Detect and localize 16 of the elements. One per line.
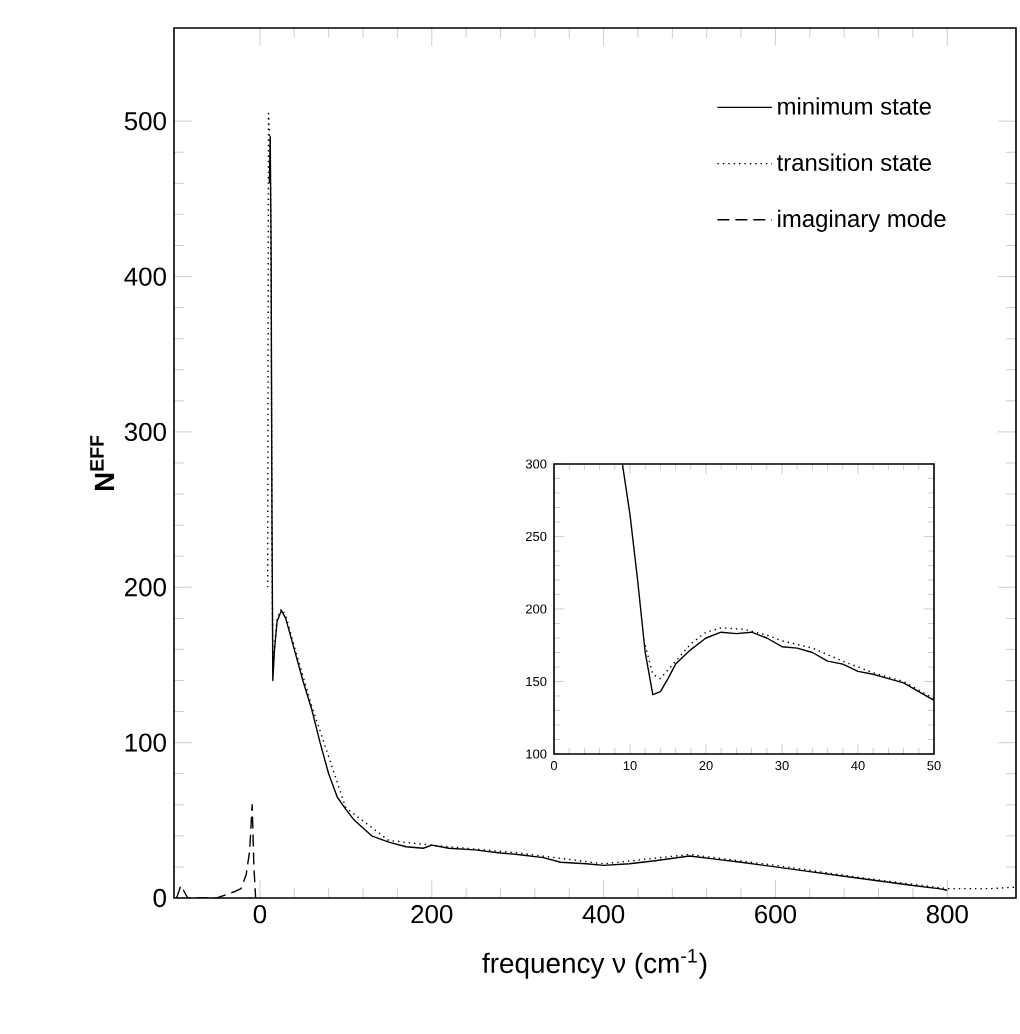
legend-label: imaginary mode — [778, 209, 946, 232]
y-tick-label: 400 — [124, 267, 166, 286]
x-tick-label: 800 — [926, 905, 968, 924]
x-axis-title: frequency ν (cm$^{-1}$) — [482, 949, 707, 979]
x-tick-label: 0 — [253, 905, 267, 924]
y-tick-label: 100 — [125, 733, 166, 752]
x-tick-label: 400 — [582, 905, 625, 924]
y-tick-label: 500 — [124, 112, 166, 131]
x-tick-label: 200 — [411, 905, 453, 924]
y-tick-label: 200 — [125, 578, 166, 597]
x-tick-label: 600 — [755, 905, 797, 924]
y-tick-label: 300 — [124, 422, 166, 442]
legend-label: minimum state — [778, 97, 931, 115]
y-axis-title: N$^{EFF}$ — [90, 435, 115, 491]
legend-label: transition state — [776, 153, 931, 171]
y-tick-label: 0 — [153, 888, 166, 908]
